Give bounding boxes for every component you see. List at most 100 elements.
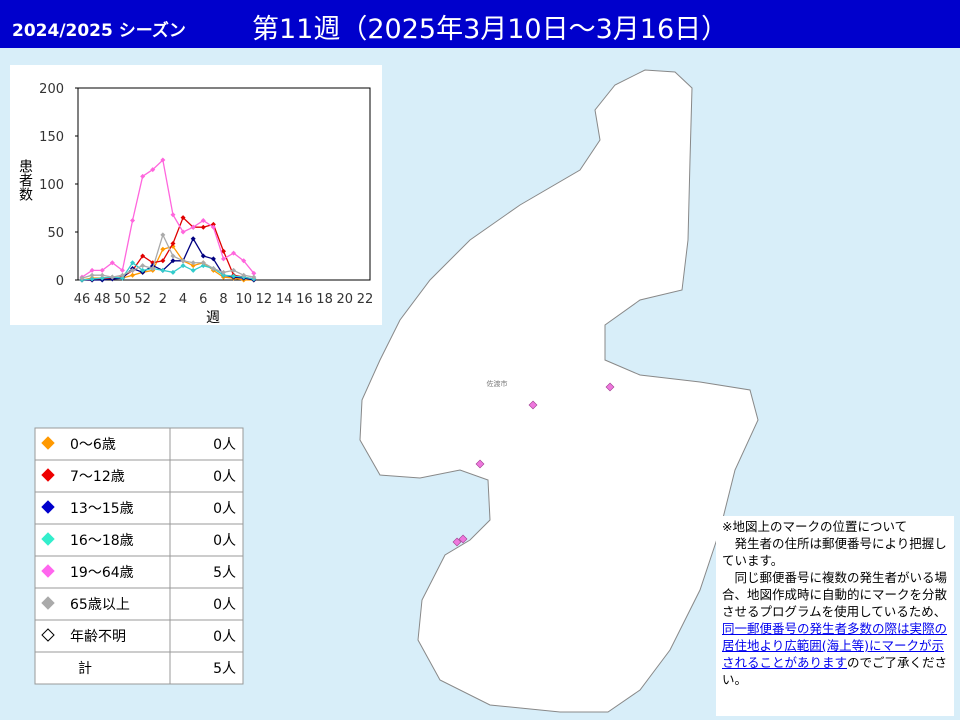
point — [170, 253, 176, 259]
point — [251, 270, 257, 276]
point — [221, 272, 226, 278]
point — [241, 272, 247, 278]
age-group: 年齢不明 — [70, 629, 126, 645]
point — [150, 167, 156, 173]
y-axis-label: 患者数 — [17, 159, 33, 201]
case-marker — [605, 382, 615, 392]
point — [180, 229, 186, 235]
point — [200, 224, 206, 230]
x-tick-label: 22 — [357, 292, 374, 307]
point — [89, 272, 95, 278]
point — [109, 274, 115, 280]
legend-marker — [41, 628, 55, 642]
case-marker — [475, 459, 485, 469]
point — [170, 258, 176, 264]
point — [160, 258, 166, 264]
case-count: 5人 — [213, 661, 236, 677]
case-count: 0人 — [213, 533, 236, 549]
point — [200, 260, 206, 266]
point — [109, 260, 115, 266]
header-bar — [0, 0, 960, 48]
y-tick-label: 200 — [39, 82, 64, 97]
point — [160, 246, 166, 252]
age-group: 0～6歳 — [70, 437, 116, 453]
point — [99, 267, 105, 273]
series-line — [81, 158, 255, 278]
point — [170, 212, 176, 218]
point — [221, 269, 226, 275]
age-group: 計 — [78, 661, 92, 677]
point — [190, 263, 196, 269]
point — [89, 276, 95, 282]
y-tick-label: 150 — [39, 130, 64, 145]
x-tick-label: 8 — [219, 292, 227, 307]
x-tick-label: 48 — [94, 292, 111, 307]
legend-marker — [41, 436, 55, 450]
city-label: 佐渡市 — [487, 379, 508, 388]
point — [119, 272, 125, 278]
x-tick-label: 52 — [134, 292, 151, 307]
y-tick-label: 100 — [39, 178, 64, 193]
note-text: のでご了承ください。 — [722, 655, 948, 687]
point — [150, 265, 156, 271]
x-tick-label: 4 — [179, 292, 187, 307]
point — [99, 275, 105, 281]
point — [130, 272, 136, 278]
point — [170, 269, 176, 275]
point — [130, 217, 136, 223]
point — [119, 275, 125, 281]
point — [210, 221, 216, 227]
point — [140, 267, 146, 273]
y-tick-label: 0 — [56, 274, 64, 289]
point — [221, 248, 226, 254]
case-marker — [458, 534, 468, 544]
x-tick-label: 2 — [159, 292, 167, 307]
point — [140, 173, 146, 179]
x-tick-label: 20 — [337, 292, 354, 307]
point — [119, 267, 125, 273]
point — [251, 274, 257, 280]
note: ※地図上のマークの位置について 発生者の住所は郵便番号により把握しています。 同… — [716, 516, 954, 716]
point — [79, 275, 85, 281]
point — [140, 253, 146, 259]
point — [160, 267, 166, 273]
age-group: 7～12歳 — [70, 469, 125, 485]
point — [190, 260, 196, 266]
point — [170, 241, 176, 247]
x-tick-label: 50 — [114, 292, 131, 307]
x-tick-label: 14 — [276, 292, 293, 307]
case-count: 0人 — [213, 501, 236, 517]
point — [180, 215, 186, 221]
point — [231, 250, 237, 256]
x-tick-label: 6 — [199, 292, 207, 307]
x-tick-label: 12 — [256, 292, 273, 307]
title: 第11週（2025年3月10日～3月16日） — [252, 14, 728, 45]
x-tick-label: 10 — [235, 292, 252, 307]
case-count: 0人 — [213, 597, 236, 613]
point — [190, 224, 196, 230]
note-text: 発生者の住所は郵便番号により把握しています。 — [722, 536, 947, 568]
map-markers — [452, 382, 615, 547]
case-count: 0人 — [213, 629, 236, 645]
note-heading: ※地図上のマークの位置について — [722, 519, 908, 534]
point — [231, 273, 237, 279]
legend-marker — [41, 532, 55, 546]
point — [241, 258, 247, 264]
legend-marker — [41, 500, 55, 514]
point — [140, 263, 146, 269]
point — [210, 265, 216, 271]
x-axis-label: 週 — [206, 310, 220, 326]
point — [130, 267, 136, 273]
note-text: 同じ郵便番号に複数の発生者がいる場合、地図作成時に自動的にマークを分散させるプロ… — [722, 570, 948, 619]
case-count: 0人 — [213, 437, 236, 453]
point — [200, 217, 206, 223]
point — [130, 260, 136, 266]
point — [210, 224, 216, 230]
note-link[interactable]: 同一郵便番号の発生者多数の際は実際の居住地より広範囲(海上等)にマークが示される… — [722, 621, 948, 670]
point — [200, 253, 206, 259]
age-group: 16～18歳 — [70, 533, 134, 549]
legend-marker — [41, 468, 55, 482]
x-tick-label: 16 — [296, 292, 313, 307]
